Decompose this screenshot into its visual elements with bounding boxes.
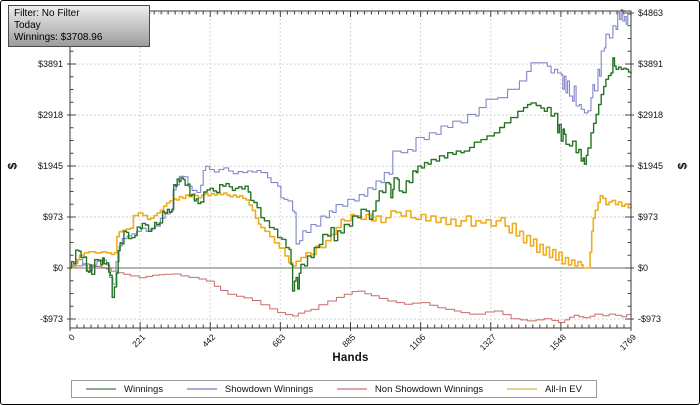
series-line-winnings bbox=[70, 57, 632, 299]
legend-swatch-winnings bbox=[86, 388, 116, 390]
y-tick-label-right: $3891 bbox=[638, 59, 664, 70]
series-line-showdown-winnings bbox=[70, 9, 632, 285]
y-tick-label-left: $1945 bbox=[37, 161, 63, 172]
y-tick-label-right: $1945 bbox=[638, 161, 664, 172]
legend-item-showdown-winnings: Showdown Winnings bbox=[186, 383, 314, 395]
y-tick-label-left: $3891 bbox=[37, 59, 63, 70]
legend-swatch-non-showdown-winnings bbox=[336, 388, 367, 390]
x-axis-title: Hands bbox=[332, 352, 369, 364]
filter-period-line: Today bbox=[14, 20, 41, 31]
legend-swatch-showdown-winnings bbox=[186, 388, 217, 390]
legend-item-all-in-ev: All-In EV bbox=[507, 384, 582, 395]
legend-item-winnings: Winnings bbox=[86, 384, 163, 395]
legend: Winnings Showdown Winnings Non Showdown … bbox=[71, 380, 597, 398]
filter-info-line: Filter: No Filter bbox=[14, 8, 80, 19]
legend-label-winnings: Winnings bbox=[124, 383, 164, 395]
y-tick-label-left: $0 bbox=[52, 263, 63, 273]
filter-info-box: Filter: No Filter Today Winnings: $3708.… bbox=[8, 5, 150, 47]
y-tick-label-left: $2918 bbox=[37, 110, 63, 121]
legend-label-non-showdown-winnings: Non Showdown Winnings bbox=[374, 383, 484, 395]
legend-label-all-in-ev: All-In EV bbox=[545, 383, 582, 395]
y-tick-label-right: -$973 bbox=[638, 314, 662, 324]
series-line-non-showdown-winnings bbox=[70, 263, 632, 323]
y-axis-title-left: $ bbox=[5, 162, 20, 170]
y-tick-label-right: $4863 bbox=[638, 8, 664, 19]
y-tick-label-right: $0 bbox=[638, 263, 649, 273]
legend-label-showdown-winnings: Showdown Winnings bbox=[224, 383, 314, 395]
filter-winnings-line: Winnings: $3708.96 bbox=[14, 32, 103, 43]
y-tick-label-left: -$973 bbox=[39, 314, 63, 324]
y-axis-title-right: $ bbox=[675, 162, 690, 170]
legend-item-non-showdown-winnings: Non Showdown Winnings bbox=[336, 383, 484, 395]
y-tick-label-right: $2918 bbox=[638, 110, 664, 121]
y-tick-label-right: $973 bbox=[638, 212, 659, 222]
legend-swatch-all-in-ev bbox=[507, 388, 538, 390]
y-tick-label-left: $973 bbox=[42, 212, 63, 222]
series-line-all-in-ev bbox=[70, 192, 632, 269]
